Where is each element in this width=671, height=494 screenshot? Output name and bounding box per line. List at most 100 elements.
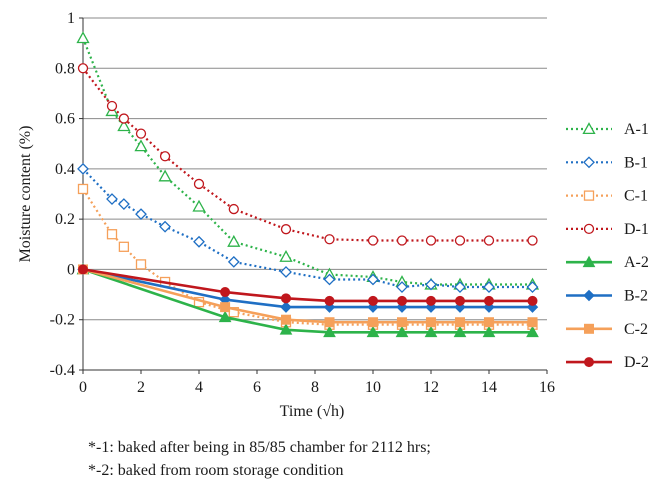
x-tick-label: 0 [79,379,87,396]
y-tick-label: 0.6 [55,111,75,128]
data-point-c-2 [220,302,231,313]
data-point-c-2 [426,317,436,328]
data-point-c-1 [106,229,118,240]
y-tick-label: 0.2 [55,211,75,228]
data-point-a-2 [323,325,336,338]
data-point-b-1 [396,281,408,293]
data-point-c-2 [368,317,378,328]
data-point-b-1 [526,281,539,293]
data-point-d-1 [77,63,89,74]
data-point-c-1 [118,241,130,252]
legend-item-b-2: B-2 [566,288,648,305]
x-tick-label: 10 [365,379,381,396]
legend-item-d-1: D-1 [566,221,649,238]
data-point-a-2 [366,325,380,338]
x-tick-label: 14 [481,379,497,396]
data-point-d-1 [367,235,379,246]
legend-marker-d-1 [583,223,595,235]
data-point-a-2 [279,323,293,335]
y-tick-label: 0.8 [55,60,75,77]
series-a-1 [76,31,540,290]
data-point-a-2 [424,325,438,338]
legend-label-b-2: B-2 [624,288,648,305]
series-layer [76,31,540,338]
legend-label-a-1: A-1 [624,121,649,138]
legend-item-a-1: A-1 [566,121,649,138]
legend-item-b-1: B-1 [566,154,648,171]
series-line-b-1 [82,168,533,289]
data-point-b-1 [280,266,292,278]
legend-label-c-2: C-2 [624,321,648,338]
data-point-d-1 [483,235,495,246]
legend-item-c-1: C-1 [566,188,648,205]
series-line-b-2 [82,268,533,309]
legend-marker-b-2 [583,289,595,302]
data-point-a-1 [279,250,293,262]
legend-marker-c-1 [583,190,595,201]
data-point-a-2 [453,325,467,338]
series-d-1 [77,63,538,246]
legend-item-d-2: D-2 [566,354,649,371]
data-point-a-2 [526,325,539,338]
series-b-1 [77,162,539,293]
data-point-d-2 [455,295,465,306]
x-tick-label: 2 [137,379,145,396]
legend-marker-a-1 [582,122,596,135]
data-point-d-2 [78,264,88,275]
data-point-b-1 [454,281,466,293]
data-point-d-1 [527,235,538,246]
legend-marker-a-2 [582,255,596,268]
series-line-c-1 [82,188,533,326]
x-axis-title: Time (√h) [280,403,345,420]
x-tick-label: 16 [539,379,555,396]
legend-label-c-1: C-1 [624,188,648,205]
series-line-a-1 [81,37,533,286]
footnotes: *-1: baked after being in 85/85 chamber … [88,436,431,482]
data-point-b-1 [135,208,147,221]
data-point-b-1 [117,198,130,210]
data-point-c-2 [281,314,291,325]
data-point-b-1 [77,162,89,175]
legend-marker-b-1 [583,156,595,169]
series-line-d-2 [82,268,533,303]
data-point-d-1 [280,224,292,235]
data-point-a-2 [218,310,232,323]
data-point-d-1 [425,235,437,246]
legend-label-a-2: A-2 [624,254,649,271]
data-point-d-2 [368,295,378,306]
data-point-d-2 [281,293,291,304]
footnote-2: *-2: baked from room storage condition [88,462,344,479]
data-point-b-1 [159,220,171,233]
x-tick-label: 4 [195,379,203,396]
data-point-b-2 [280,301,292,313]
data-point-d-2 [220,287,231,298]
data-point-b-1 [193,235,205,248]
legend-item-a-2: A-2 [566,254,649,271]
data-point-d-1 [159,151,171,162]
legend-item-c-2: C-2 [566,321,648,338]
y-tick-label: -0.2 [50,312,75,329]
legend-label-d-2: D-2 [624,354,649,371]
y-tick-label: 0 [67,261,75,278]
data-point-a-1 [158,169,172,182]
data-point-d-1 [135,128,147,139]
data-point-d-2 [484,295,494,306]
data-point-c-2 [527,317,538,328]
y-tick-label: 1 [67,10,75,27]
x-tick-label: 12 [423,379,439,396]
legend: A-1 B-1 C-1 D-1 A-2 B-2 C-2 D-2 [566,121,649,371]
data-point-d-1 [106,100,118,112]
data-point-b-1 [483,281,495,293]
data-point-c-2 [455,317,465,328]
data-point-b-1 [106,193,118,205]
series-line-c-2 [82,268,533,324]
series-c-2 [78,264,538,328]
data-point-c-1 [135,259,147,270]
moisture-chart: -0.4-0.200.20.40.60.810 2 4 6 8 10 12 14 16 A-1B… [17,10,649,420]
data-point-d-2 [527,295,538,306]
x-tick-label: 6 [253,379,261,396]
data-point-d-1 [324,234,335,245]
data-point-a-2 [482,325,496,338]
data-point-a-1 [117,119,131,132]
data-point-a-1 [192,199,206,212]
